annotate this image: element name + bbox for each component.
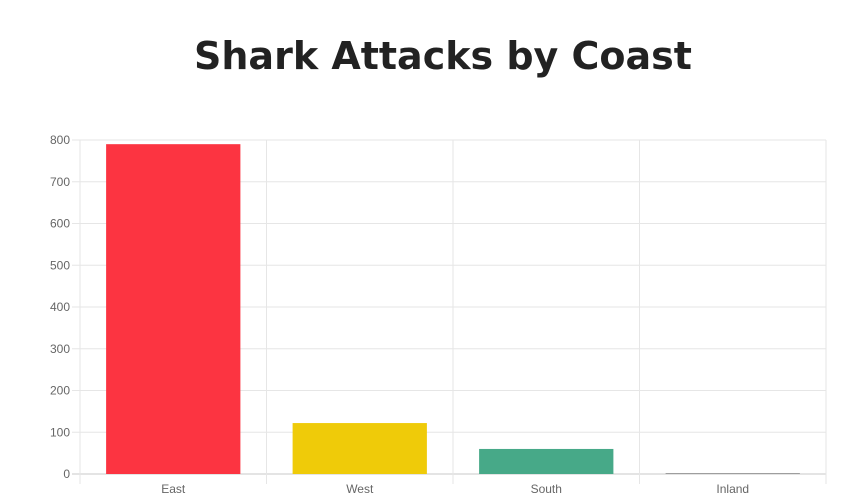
y-tick-label: 500 (50, 258, 70, 272)
y-tick-label: 400 (50, 300, 70, 314)
bar-south (479, 448, 614, 474)
y-tick-label: 200 (50, 384, 70, 398)
y-tick-label: 300 (50, 342, 70, 356)
x-axis: East West South Inland (161, 482, 749, 496)
x-tick-label: West (346, 482, 374, 496)
bar-west (292, 423, 427, 474)
y-axis: 0 100 200 300 400 500 600 700 800 (50, 133, 70, 481)
y-tick-label: 700 (50, 175, 70, 189)
y-tick-label: 800 (50, 133, 70, 147)
y-tick-label: 0 (63, 467, 70, 481)
x-tick-label: East (161, 482, 186, 496)
bars (106, 144, 800, 475)
bar-east (106, 144, 241, 475)
y-tick-label: 600 (50, 217, 70, 231)
y-tick-label: 100 (50, 425, 70, 439)
x-tick-label: Inland (716, 482, 749, 496)
bar-inland (665, 473, 800, 474)
x-tick-label: South (531, 482, 562, 496)
chart-title: Shark Attacks by Coast (194, 34, 692, 78)
